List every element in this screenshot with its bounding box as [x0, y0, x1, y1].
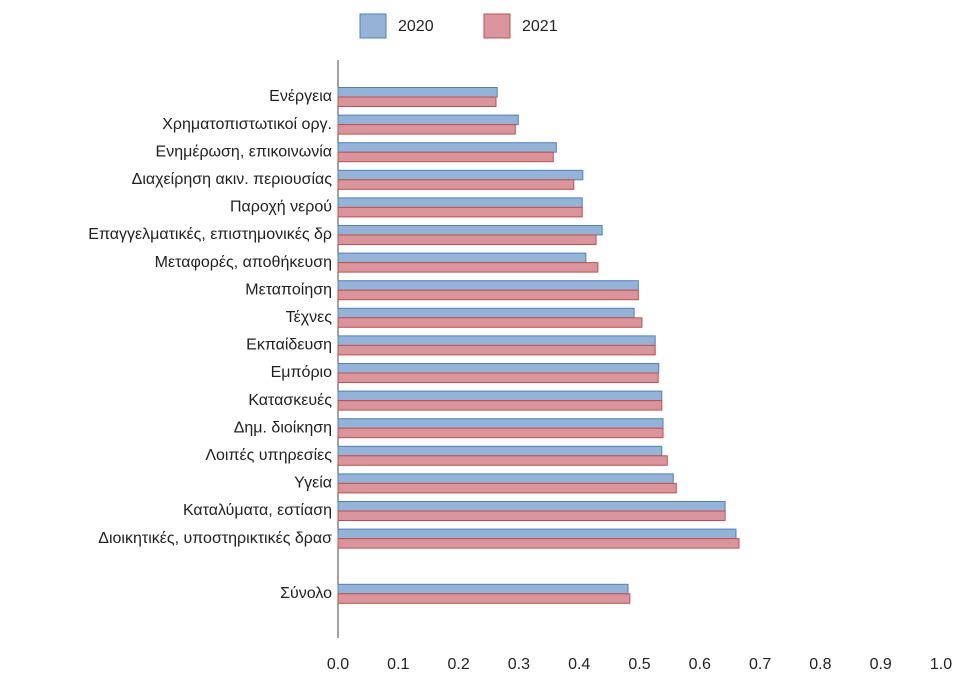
bar [337, 427, 664, 439]
bar [337, 528, 737, 540]
bar [337, 206, 583, 218]
x-tick-label: 0.9 [870, 656, 892, 673]
x-tick-label: 0.2 [447, 656, 469, 673]
bar [337, 252, 587, 264]
y-tick-label: Λοιπές υπηρεσίες [205, 447, 332, 464]
bar [337, 418, 664, 429]
y-tick-label: Μεταφορές, αποθήκευση [155, 254, 332, 271]
x-tick-label: 0.1 [387, 656, 409, 673]
bar [337, 114, 519, 126]
y-tick-label: Κατασκευές [248, 392, 332, 409]
legend-swatch [483, 13, 511, 39]
bar [337, 151, 554, 163]
bar [337, 372, 659, 383]
bar [337, 262, 599, 273]
x-tick-label: 0.7 [749, 656, 771, 673]
bar [337, 593, 631, 604]
x-tick-label: 0.4 [568, 656, 590, 673]
y-tick-label: Χρηματοπιστωτικοί οργ. [162, 116, 332, 133]
bar [337, 225, 603, 236]
bar [337, 445, 663, 457]
x-tick-label: 0.8 [809, 656, 831, 673]
bar [337, 142, 557, 153]
bar [337, 96, 497, 107]
y-tick-label: Δημ. διοίκηση [234, 419, 332, 436]
y-tick-label: Διαχείρηση ακιν. περιουσίας [132, 171, 333, 188]
x-tick-label: 1.0 [930, 656, 952, 673]
bar [337, 234, 597, 245]
bar [337, 510, 726, 521]
legend-label: 2020 [398, 18, 434, 35]
y-tick-label: Επαγγελματικές, επιστημονικές δρ [88, 226, 332, 243]
y-tick-label: Σύνολο [280, 585, 332, 602]
bar [337, 307, 635, 319]
bar [337, 197, 583, 208]
y-tick-label: Τέχνες [286, 309, 333, 326]
y-tick-label: Μεταποίηση [245, 281, 332, 298]
bar [337, 317, 643, 328]
bar [337, 344, 656, 356]
x-tick-label: 0.6 [689, 656, 711, 673]
bar [337, 482, 677, 494]
bar [337, 179, 575, 190]
y-tick-label: Ενημέρωση, επικοινωνία [156, 143, 332, 160]
x-tick-label: 0.0 [327, 656, 349, 673]
bar [337, 473, 674, 484]
bar [337, 280, 639, 291]
bar [337, 390, 663, 402]
legend-label: 2021 [522, 18, 558, 35]
bar [337, 583, 629, 595]
y-tick-label: Εμπόριο [271, 364, 332, 381]
bar [337, 289, 639, 301]
bar [337, 363, 660, 374]
y-tick-label: Ενέργεια [269, 88, 332, 105]
legend-swatch [359, 13, 387, 39]
bar [337, 335, 656, 346]
bar [337, 400, 663, 411]
bar [337, 124, 516, 135]
bar [337, 87, 498, 98]
bar [337, 501, 726, 512]
x-tick-label: 0.3 [508, 656, 530, 673]
y-tick-label: Καταλύματα, εστίαση [183, 502, 332, 519]
bar [337, 169, 584, 181]
bar [337, 455, 668, 466]
y-tick-label: Εκπαίδευση [246, 337, 332, 354]
bar [337, 538, 740, 549]
y-tick-label: Υγεία [294, 475, 332, 492]
y-tick-label: Παροχή νερού [230, 199, 332, 216]
x-tick-label: 0.5 [628, 656, 650, 673]
y-tick-label: Διοικητικές, υποστηρικτικές δρασ [98, 530, 332, 547]
